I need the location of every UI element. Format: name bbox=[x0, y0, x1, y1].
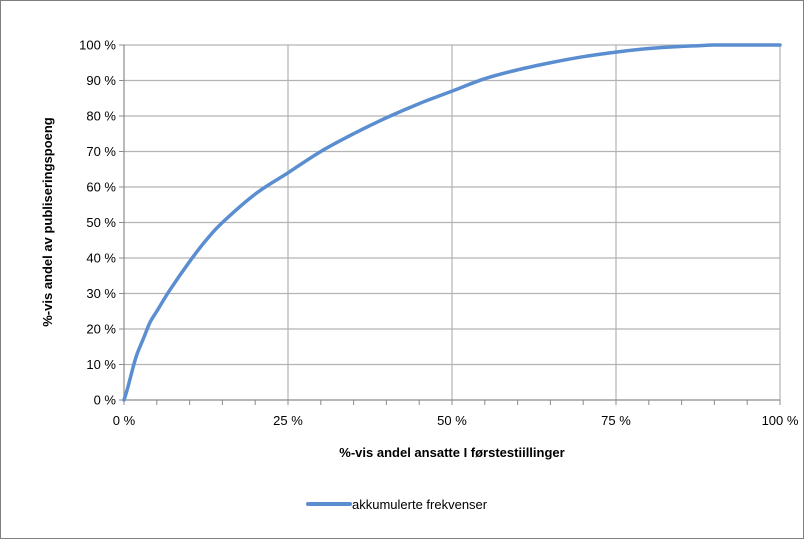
legend-label: akkumulerte frekvenser bbox=[352, 497, 488, 512]
series-line bbox=[122, 43, 782, 402]
x-tick-label: 25 % bbox=[273, 413, 303, 428]
y-tick-label: 60 % bbox=[86, 180, 116, 195]
series-layer bbox=[122, 43, 782, 402]
axis-layer bbox=[119, 44, 781, 405]
y-tick-label: 10 % bbox=[86, 357, 116, 372]
y-tick-label: 100 % bbox=[79, 38, 116, 53]
y-tick-label: 50 % bbox=[86, 215, 116, 230]
x-axis-title: %-vis andel ansatte I førstestiillinger bbox=[339, 445, 564, 460]
y-tick-label: 40 % bbox=[86, 251, 116, 266]
y-tick-label: 90 % bbox=[86, 73, 116, 88]
x-tick-label: 100 % bbox=[762, 413, 799, 428]
y-tick-label: 0 % bbox=[94, 393, 117, 408]
y-tick-label: 20 % bbox=[86, 322, 116, 337]
x-tick-label: 75 % bbox=[601, 413, 631, 428]
grid-layer bbox=[124, 44, 781, 400]
tick-labels: 0 % 10 % 20 % 30 % 40 % 50 % 60 % 70 % 80 % 90 % 1… bbox=[79, 38, 799, 429]
y-tick-label: 70 % bbox=[86, 144, 116, 159]
legend: akkumulerte frekvenser bbox=[306, 497, 488, 512]
y-tick-label: 30 % bbox=[86, 286, 116, 301]
y-tick-label: 80 % bbox=[86, 109, 116, 124]
x-tick-label: 50 % bbox=[437, 413, 467, 428]
x-tick-label: 0 % bbox=[113, 413, 136, 428]
y-axis-title: %-vis andel av publiseringspoeng bbox=[40, 117, 55, 327]
